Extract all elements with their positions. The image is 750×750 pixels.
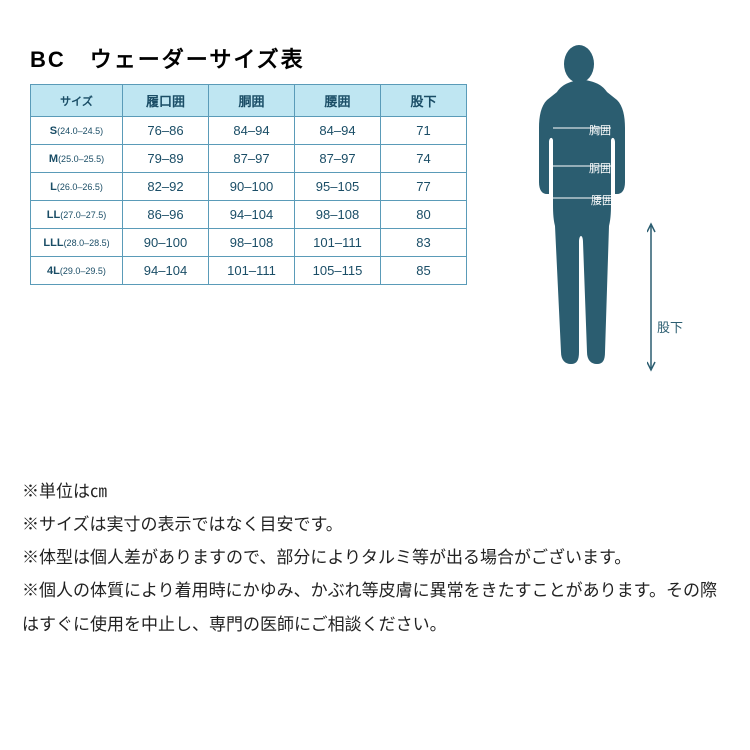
note-line: ※個人の体質により着用時にかゆみ、かぶれ等皮膚に異常をきたすことがあります。その… <box>22 574 728 640</box>
data-cell: 98–108 <box>295 201 381 229</box>
notes-region: ※単位は㎝※サイズは実寸の表示ではなく目安です。※体型は個人差がありますので、部… <box>22 475 728 641</box>
data-cell: 86–96 <box>123 201 209 229</box>
data-cell: 84–94 <box>209 117 295 145</box>
table-header-cell: サイズ <box>31 85 123 117</box>
data-cell: 76–86 <box>123 117 209 145</box>
table-header-cell: 胴囲 <box>209 85 295 117</box>
table-header-cell: 腰囲 <box>295 85 381 117</box>
data-cell: 71 <box>381 117 467 145</box>
data-cell: 82–92 <box>123 173 209 201</box>
data-cell: 85 <box>381 257 467 285</box>
data-cell: 77 <box>381 173 467 201</box>
data-cell: 87–97 <box>295 145 381 173</box>
table-header-cell: 股下 <box>381 85 467 117</box>
data-cell: 79–89 <box>123 145 209 173</box>
table-row: S(24.0–24.5)76–8684–9484–9471 <box>31 117 467 145</box>
data-cell: 90–100 <box>123 229 209 257</box>
note-line: ※単位は㎝ <box>22 475 728 508</box>
body-figure: 胸囲 胴囲 腰囲 股下 <box>517 42 697 382</box>
data-cell: 98–108 <box>209 229 295 257</box>
label-inseam: 股下 <box>657 317 683 336</box>
data-cell: 87–97 <box>209 145 295 173</box>
data-cell: 101–111 <box>209 257 295 285</box>
size-cell: M(25.0–25.5) <box>31 145 123 173</box>
label-waist: 胴囲 <box>589 160 611 176</box>
note-line: ※体型は個人差がありますので、部分によりタルミ等が出る場合がございます。 <box>22 541 728 574</box>
table-row: M(25.0–25.5)79–8987–9787–9774 <box>31 145 467 173</box>
data-cell: 80 <box>381 201 467 229</box>
data-cell: 83 <box>381 229 467 257</box>
size-table: サイズ履口囲胴囲腰囲股下 S(24.0–24.5)76–8684–9484–94… <box>30 84 467 285</box>
table-row: LL(27.0–27.5)86–9694–10498–10880 <box>31 201 467 229</box>
table-row: 4L(29.0–29.5)94–104101–111105–11585 <box>31 257 467 285</box>
size-cell: LL(27.0–27.5) <box>31 201 123 229</box>
size-cell: S(24.0–24.5) <box>31 117 123 145</box>
label-hip: 腰囲 <box>591 192 613 208</box>
size-cell: LLL(28.0–28.5) <box>31 229 123 257</box>
data-cell: 90–100 <box>209 173 295 201</box>
silhouette-icon <box>517 42 657 372</box>
inseam-indicator: 股下 <box>647 222 687 372</box>
data-cell: 94–104 <box>123 257 209 285</box>
table-row: LLL(28.0–28.5)90–10098–108101–11183 <box>31 229 467 257</box>
data-cell: 95–105 <box>295 173 381 201</box>
table-row: L(26.0–26.5)82–9290–10095–10577 <box>31 173 467 201</box>
size-cell: 4L(29.0–29.5) <box>31 257 123 285</box>
data-cell: 105–115 <box>295 257 381 285</box>
label-chest: 胸囲 <box>589 122 611 138</box>
chart-title: BC ウェーダーサイズ表 <box>30 42 467 74</box>
data-cell: 74 <box>381 145 467 173</box>
table-header-cell: 履口囲 <box>123 85 209 117</box>
data-cell: 101–111 <box>295 229 381 257</box>
size-cell: L(26.0–26.5) <box>31 173 123 201</box>
data-cell: 84–94 <box>295 117 381 145</box>
size-chart-region: BC ウェーダーサイズ表 サイズ履口囲胴囲腰囲股下 S(24.0–24.5)76… <box>30 42 467 285</box>
data-cell: 94–104 <box>209 201 295 229</box>
note-line: ※サイズは実寸の表示ではなく目安です。 <box>22 508 728 541</box>
